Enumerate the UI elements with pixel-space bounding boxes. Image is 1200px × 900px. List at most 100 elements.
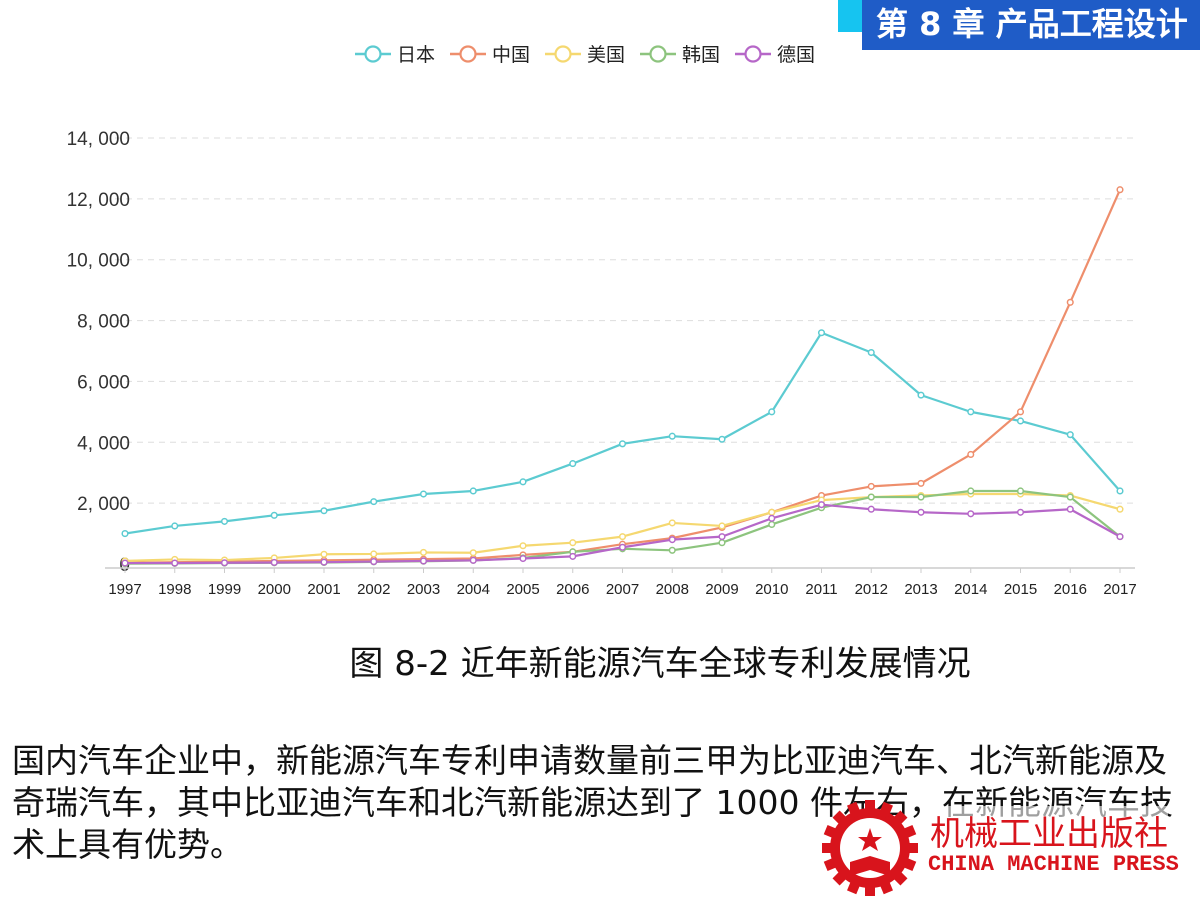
legend-label-2: 美国 (587, 44, 625, 66)
point-2-2001 (320, 550, 328, 558)
point-1-2012 (867, 482, 875, 490)
series-line-3 (124, 489, 1121, 565)
series-0 (121, 329, 1124, 538)
legend-marker-2 (554, 45, 572, 63)
point-4-2002 (370, 558, 378, 566)
point-0-2002 (370, 498, 378, 506)
point-0-2014 (967, 408, 975, 416)
x-tick-label-2008: 2008 (656, 581, 689, 598)
point-4-2013 (917, 508, 925, 516)
y-tick-label-4000: 4, 000 (77, 433, 130, 454)
publisher-name-en: CHINA MACHINE PRESS (928, 852, 1179, 877)
chart-legend: 日本 中国 美国 韩国 德国 (355, 44, 815, 66)
point-0-2010 (768, 408, 776, 416)
point-3-2015 (1016, 487, 1025, 495)
point-4-2003 (419, 557, 428, 565)
point-0-2016 (1066, 431, 1074, 439)
series-2 (121, 490, 1124, 565)
point-4-2014 (967, 510, 975, 518)
legend-marker-3 (649, 45, 667, 63)
x-tick-label-2012: 2012 (855, 581, 888, 598)
legend-item-1: 中国 (450, 44, 530, 66)
point-0-2009 (718, 435, 726, 443)
x-tick-label-1998: 1998 (158, 581, 191, 598)
point-4-2006 (569, 552, 577, 560)
x-tick-label-2016: 2016 (1054, 581, 1087, 598)
legend-marker-4 (744, 45, 762, 63)
point-4-1998 (171, 559, 179, 567)
header-bar: 第 8 章 产品工程设计 (862, 0, 1200, 50)
legend-label-0: 日本 (397, 44, 435, 66)
y-tick-label-2000: 2, 000 (77, 494, 130, 515)
point-0-2015 (1016, 417, 1025, 425)
point-1-2013 (917, 479, 925, 487)
chapter-title: 第 8 章 产品工程设计 (876, 5, 1188, 43)
point-4-2009 (718, 533, 726, 541)
legend-marker-1 (459, 45, 477, 63)
series-line-1 (124, 189, 1122, 564)
point-4-2016 (1066, 505, 1074, 513)
point-3-2008 (668, 546, 676, 554)
point-2-2004 (469, 549, 477, 557)
point-0-2017 (1116, 487, 1124, 495)
series-3 (121, 487, 1124, 568)
point-4-2007 (618, 543, 627, 551)
publisher-logo-block: 机械工业出版社 CHINA MACHINE PRESS (820, 796, 1195, 896)
legend-label-4: 德国 (777, 44, 815, 66)
point-4-1997 (121, 559, 129, 567)
x-tick-label-1999: 1999 (208, 581, 241, 598)
point-0-1999 (220, 517, 229, 525)
publisher-name-cn: 机械工业出版社 (930, 806, 1168, 855)
point-0-2013 (917, 391, 925, 399)
point-1-2017 (1116, 186, 1124, 194)
point-1-2014 (967, 450, 975, 459)
point-4-2017 (1116, 533, 1124, 541)
y-tick-label-6000: 6, 000 (77, 372, 130, 393)
x-axis: 1997 1998 1999 2000 2001 2002 2003 2004 2005 2006… (105, 567, 1137, 598)
legend-label-3: 韩国 (682, 44, 720, 66)
point-2-2003 (419, 548, 428, 556)
point-0-2003 (419, 490, 428, 498)
header-accent-bar (838, 0, 862, 32)
point-0-2006 (569, 460, 577, 468)
point-2-2007 (618, 533, 627, 541)
point-0-1998 (171, 522, 179, 530)
x-tick-label-2013: 2013 (904, 581, 937, 598)
point-0-2005 (519, 478, 527, 486)
point-4-2011 (817, 501, 826, 509)
chart-series (121, 186, 1124, 568)
series-1 (121, 186, 1124, 567)
point-3-2010 (768, 520, 776, 528)
point-4-2000 (270, 558, 278, 567)
point-4-2001 (320, 558, 328, 566)
point-3-2013 (917, 493, 925, 501)
point-3-2009 (718, 539, 726, 547)
y-tick-label-8000: 8, 000 (77, 312, 130, 333)
point-2-2008 (668, 519, 676, 527)
y-tick-label-14000: 14, 000 (67, 129, 130, 150)
point-4-2004 (469, 556, 477, 564)
x-tick-label-2007: 2007 (606, 581, 639, 598)
x-tick-label-2003: 2003 (407, 581, 440, 598)
x-tick-label-2009: 2009 (705, 581, 738, 598)
point-2-2005 (519, 542, 527, 550)
point-0-2011 (817, 329, 826, 337)
point-3-2016 (1066, 493, 1074, 501)
point-2-2009 (718, 522, 726, 530)
point-0-2008 (668, 432, 676, 440)
point-4-2010 (768, 514, 776, 522)
legend-item-0: 日本 (355, 44, 435, 66)
x-tick-label-2014: 2014 (954, 581, 987, 598)
x-tick-label-2015: 2015 (1004, 581, 1037, 598)
y-tick-label-12000: 12, 000 (67, 190, 130, 211)
x-tick-label-2006: 2006 (556, 581, 589, 598)
x-tick-label-2017: 2017 (1103, 581, 1136, 598)
x-tick-label-2010: 2010 (755, 581, 788, 598)
point-3-2014 (967, 487, 975, 495)
chart-gridlines (115, 137, 1135, 504)
legend-item-3: 韩国 (640, 44, 720, 66)
x-tick-label-2004: 2004 (457, 581, 490, 598)
body-paragraph: 国内汽车企业中，新能源汽车专利申请数量前三甲为比亚迪汽车、北汽新能源及奇瑞汽车，… (12, 741, 1173, 864)
